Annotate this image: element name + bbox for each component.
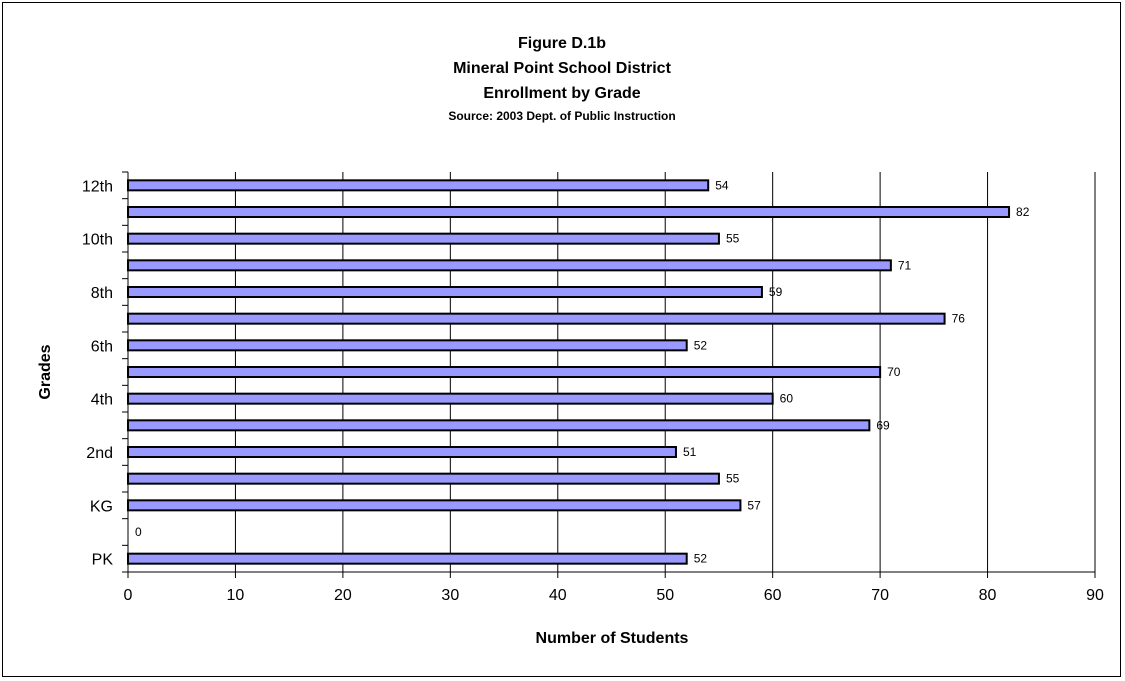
- chart-title: Figure D.1b: [518, 35, 606, 52]
- data-label-9th: 71: [898, 258, 912, 272]
- x-tick-label-80: 80: [979, 587, 997, 604]
- data-label-K4: 0: [135, 525, 142, 539]
- bar-9th: [127, 259, 892, 272]
- data-label-11th: 82: [1016, 205, 1030, 219]
- y-tick-label-PK: PK: [92, 552, 114, 569]
- bar-4th: [127, 392, 774, 405]
- y-tick-label-12th: 12th: [82, 178, 113, 195]
- y-tick-label-6th: 6th: [91, 338, 113, 355]
- data-label-KG: 57: [747, 498, 761, 512]
- bar-5th: [127, 366, 882, 378]
- data-label-6th: 52: [694, 338, 708, 352]
- x-tick-label-60: 60: [764, 587, 782, 604]
- bar-6th: [127, 339, 688, 352]
- y-tick-label-8th: 8th: [91, 285, 113, 302]
- bar-2nd: [127, 446, 677, 458]
- data-label-8th: 59: [769, 285, 783, 299]
- chart-source: Source: 2003 Dept. of Public Instruction: [448, 109, 675, 123]
- bar-12th: [127, 179, 710, 192]
- bars: [127, 179, 1011, 565]
- x-tick-label-70: 70: [871, 587, 889, 604]
- y-tick-label-4th: 4th: [91, 392, 113, 409]
- data-label-4th: 60: [780, 392, 794, 406]
- y-tick-label-2nd: 2nd: [86, 445, 113, 462]
- chart-subtitle-line-1: Mineral Point School District: [453, 60, 671, 77]
- data-label-2nd: 51: [683, 445, 697, 459]
- x-tick-label-30: 30: [441, 587, 459, 604]
- x-tick-label-40: 40: [549, 587, 567, 604]
- x-tick-label-20: 20: [334, 587, 352, 604]
- x-tick-label-50: 50: [656, 587, 674, 604]
- bar-3rd: [127, 419, 871, 432]
- y-tick-label-10th: 10th: [82, 232, 113, 249]
- data-label-5th: 70: [887, 365, 901, 379]
- data-label-3rd: 69: [876, 418, 890, 432]
- bar-PK: [127, 552, 688, 565]
- data-label-1st: 55: [726, 472, 740, 486]
- data-labels: 52 0 57 55 51 69 60 70 52 76 59 71 55 82 54: [135, 178, 1030, 565]
- x-tick-label-10: 10: [227, 587, 245, 604]
- bar-8th: [127, 286, 763, 298]
- bar-KG: [127, 499, 742, 512]
- x-tick-label-90: 90: [1086, 587, 1104, 604]
- x-axis-title: Number of Students: [536, 630, 689, 647]
- x-tick-labels: 0 10 20 30 40 50 60 70 80 90: [124, 572, 1104, 604]
- data-label-10th: 55: [726, 232, 740, 246]
- y-tick-label-KG: KG: [90, 498, 113, 515]
- chart-subtitle-line-2: Enrollment by Grade: [483, 85, 640, 102]
- bar-11th: [127, 206, 1011, 218]
- y-tick-labels: PK KG 2nd 4th 6th 8th 10th 12th: [82, 171, 128, 573]
- y-axis-title: Grades: [37, 344, 54, 399]
- bar-1st: [127, 472, 720, 485]
- data-label-PK: 52: [694, 552, 708, 566]
- bar-7th: [127, 312, 946, 325]
- data-label-12th: 54: [715, 178, 729, 192]
- bar-10th: [127, 232, 720, 245]
- data-label-7th: 76: [952, 312, 966, 326]
- x-tick-label-0: 0: [124, 587, 133, 604]
